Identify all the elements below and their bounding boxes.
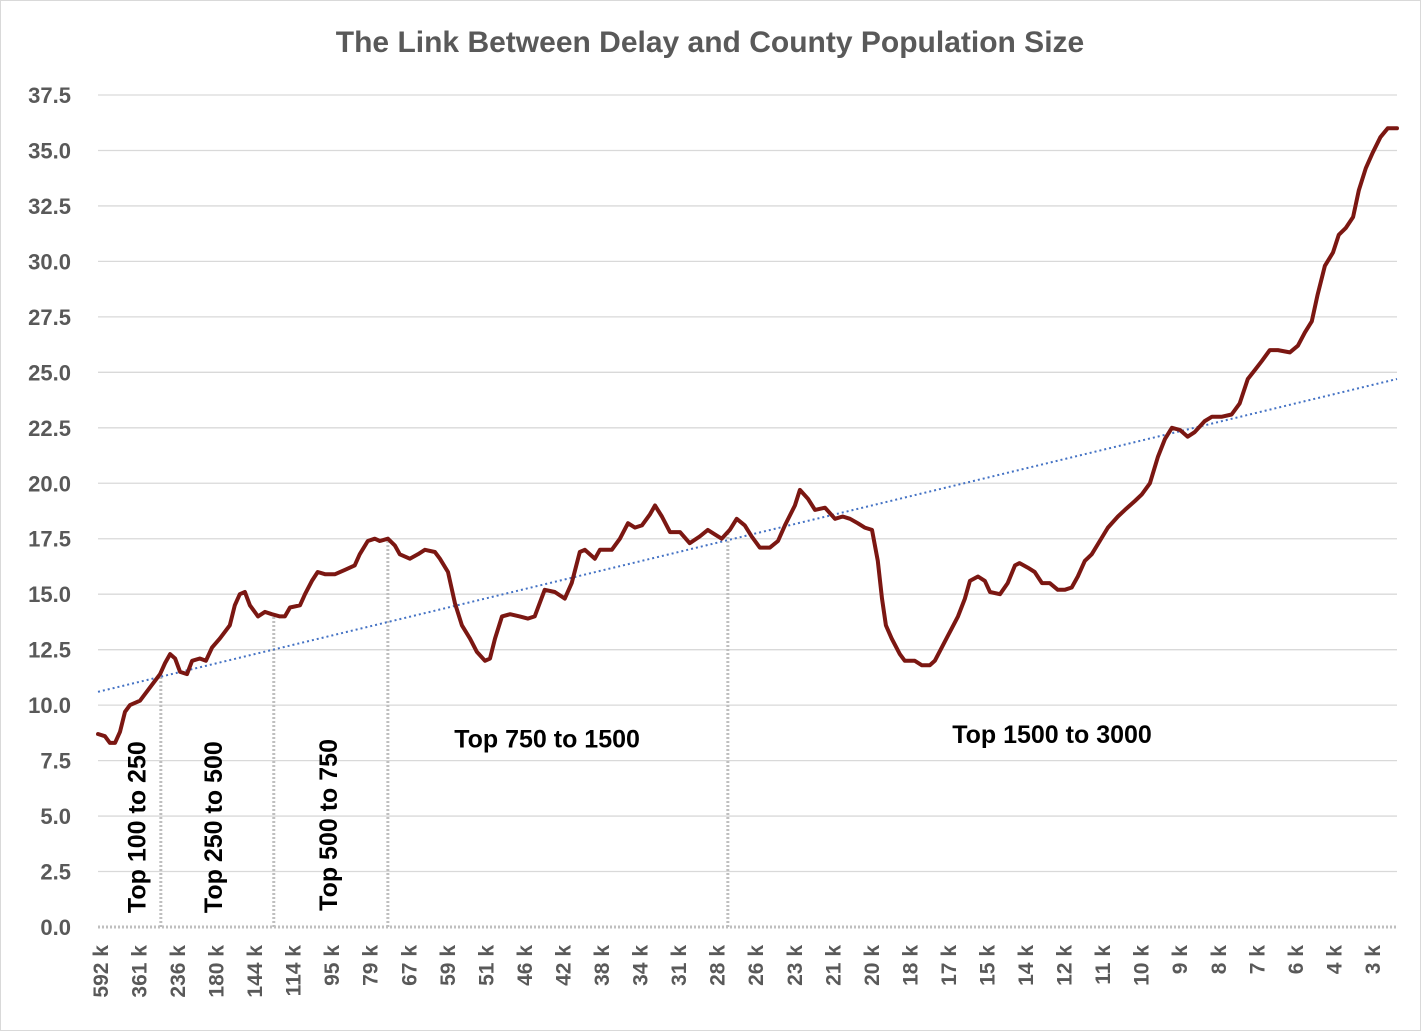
- y-tick-label: 37.5: [28, 83, 71, 108]
- y-tick-label: 12.5: [28, 638, 71, 663]
- y-tick-label: 10.0: [28, 693, 71, 718]
- y-tick-label: 7.5: [40, 749, 71, 774]
- delay-series-line: [96, 126, 1399, 745]
- y-tick-label: 15.0: [28, 582, 71, 607]
- x-tick-label: 26 k: [745, 945, 768, 986]
- y-tick-label: 20.0: [28, 471, 71, 496]
- x-tick-label: 6 k: [1285, 945, 1308, 975]
- x-tick-label: 361 k: [128, 945, 151, 998]
- x-tick-label: 11 k: [1092, 945, 1115, 985]
- x-tick-label: 592 k: [90, 945, 113, 998]
- x-tick-label: 14 k: [1015, 945, 1038, 986]
- y-tick-label: 30.0: [28, 249, 71, 274]
- x-tick-label: 21 k: [822, 945, 845, 986]
- x-tick-label: 95 k: [321, 945, 344, 986]
- x-tick-label: 12 k: [1054, 945, 1077, 986]
- x-tick-label: 8 k: [1208, 945, 1231, 975]
- x-tick-label: 4 k: [1323, 945, 1346, 975]
- section-annotation: Top 750 to 1500: [454, 725, 640, 753]
- x-tick-label: 9 k: [1169, 945, 1192, 975]
- y-tick-label: 35.0: [28, 138, 71, 163]
- x-tick-label: 236 k: [167, 945, 190, 998]
- y-tick-label: 5.0: [40, 804, 71, 829]
- section-annotation: Top 500 to 750: [315, 739, 343, 911]
- x-tick-label: 144 k: [244, 945, 267, 998]
- y-tick-label: 32.5: [28, 194, 71, 219]
- x-tick-label: 15 k: [976, 945, 999, 986]
- x-tick-label: 17 k: [938, 945, 961, 986]
- x-tick-label: 23 k: [784, 945, 807, 986]
- x-tick-label: 3 k: [1362, 945, 1385, 975]
- y-tick-label: 25.0: [28, 360, 71, 385]
- y-tick-label: 27.5: [28, 305, 71, 330]
- x-tick-label: 31 k: [668, 945, 691, 986]
- y-tick-label: 2.5: [40, 860, 71, 885]
- section-annotation: Top 1500 to 3000: [952, 721, 1152, 749]
- x-tick-label: 59 k: [437, 945, 460, 986]
- x-tick-label: 20 k: [861, 945, 884, 986]
- chart-title: The Link Between Delay and County Popula…: [336, 26, 1084, 59]
- x-tick-label: 114 k: [283, 945, 306, 997]
- y-tick-label: 0.0: [40, 915, 71, 940]
- x-tick-label: 34 k: [630, 945, 653, 986]
- x-tick-label: 10 k: [1131, 945, 1154, 986]
- y-tick-label: 17.5: [28, 527, 71, 552]
- x-tick-label: 79 k: [360, 945, 383, 986]
- x-tick-label: 67 k: [398, 945, 421, 986]
- x-tick-label: 7 k: [1246, 945, 1269, 975]
- section-annotation: Top 100 to 250: [124, 741, 152, 913]
- x-tick-label: 42 k: [552, 945, 575, 986]
- x-tick-label: 28 k: [707, 945, 730, 986]
- x-tick-label: 18 k: [899, 945, 922, 986]
- x-tick-label: 51 k: [475, 945, 498, 986]
- x-tick-label: 46 k: [514, 945, 537, 986]
- y-tick-label: 22.5: [28, 416, 71, 441]
- x-tick-label: 38 k: [591, 945, 614, 986]
- x-tick-label: 180 k: [206, 945, 229, 998]
- section-annotation: Top 250 to 500: [200, 741, 228, 913]
